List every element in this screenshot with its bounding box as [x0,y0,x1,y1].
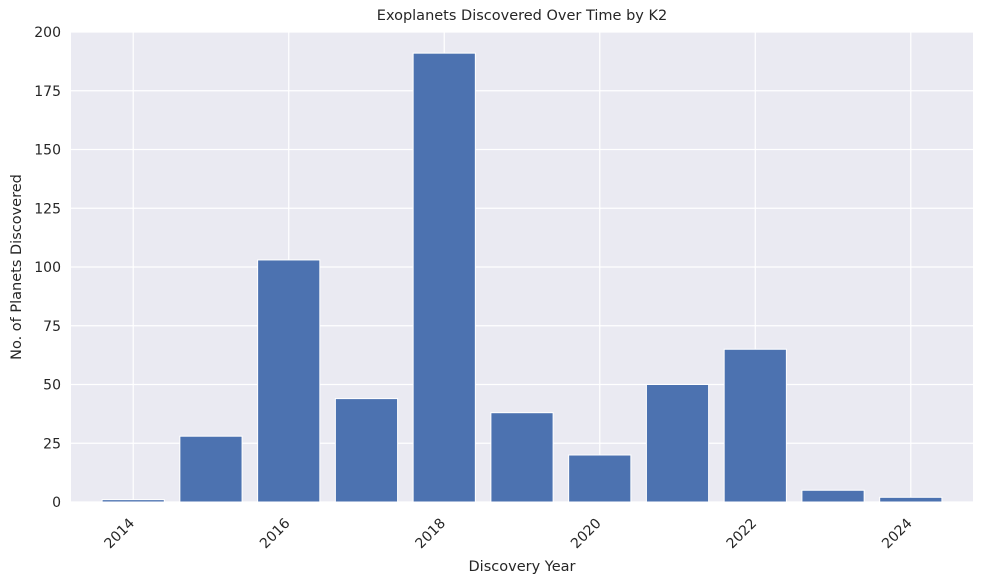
y-tick-label: 0 [52,495,61,511]
y-tick-label: 75 [43,319,61,335]
y-tick-label: 200 [34,25,61,41]
y-tick-label: 150 [34,143,61,159]
x-axis-label: Discovery Year [469,559,576,575]
bar-2022 [723,348,787,503]
x-tick-label: 2020 [568,516,605,553]
y-tick-label: 125 [34,201,61,217]
x-tick-label: 2014 [102,515,139,552]
bar-2021 [645,384,710,503]
bar-2019 [490,412,554,503]
x-tick-label: 2018 [413,516,450,553]
bar-2016 [257,259,321,503]
x-tick-label: 2016 [257,515,294,552]
y-axis-label: No. of Planets Discovered [9,174,25,360]
x-tick-label: 2024 [879,515,916,552]
y-tick-label: 50 [43,378,61,394]
bar-2014 [101,499,165,503]
bar-2015 [179,435,243,503]
y-axis-ticks: 0 25 50 75 100 125 150 175 200 [34,25,61,511]
bar-2024 [879,496,943,503]
bars [101,52,943,503]
bar-2017 [334,398,399,503]
chart-title: Exoplanets Discovered Over Time by K2 [377,8,667,24]
y-tick-label: 25 [43,436,61,452]
x-axis-ticks: 2014 2016 2018 2020 2022 2024 [102,515,916,552]
bar-2023 [801,489,865,503]
y-tick-label: 175 [34,84,61,100]
bar-2020 [568,454,632,503]
x-tick-label: 2022 [724,516,761,553]
bar-2018 [412,52,476,503]
y-tick-label: 100 [34,260,61,276]
